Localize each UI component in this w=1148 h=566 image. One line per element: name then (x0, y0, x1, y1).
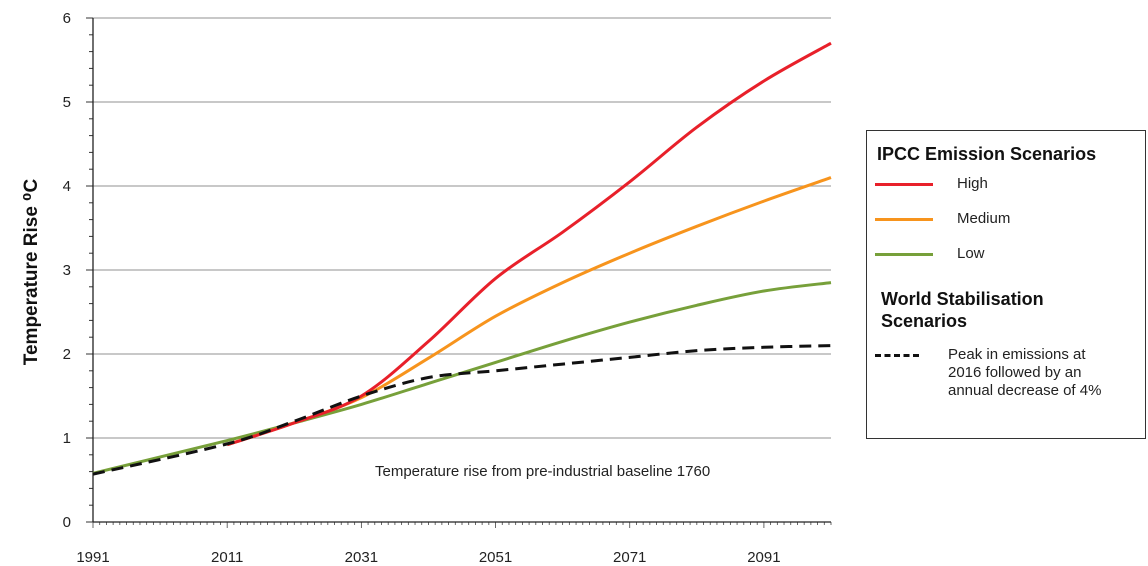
chart-annotation: Temperature rise from pre-industrial bas… (375, 463, 710, 480)
legend-group-title: World Stabilisation Scenarios (881, 289, 1044, 331)
gridlines (93, 17, 831, 439)
series-line-high (226, 41, 832, 447)
y-axis-label: Temperature Rise ⁰C (21, 179, 42, 366)
x-tick-label: 2011 (211, 549, 243, 566)
x-tick-label: 2031 (345, 549, 378, 566)
axes (86, 17, 832, 528)
x-tick-label: 2091 (747, 549, 780, 566)
chart-canvas: 0 1 2 3 4 5 6 1991 2011 2031 2051 2071 2091 Temperat… (21, 10, 832, 566)
legend-label: High (957, 175, 988, 192)
legend-item-low: Low (875, 244, 1135, 264)
y-tick-label: 0 (63, 514, 71, 531)
y-tick-label: 6 (63, 10, 71, 27)
legend: IPCC Emission Scenarios High Medium Low … (866, 130, 1146, 439)
legend-item-high: High (875, 174, 1135, 194)
legend-swatch (875, 354, 919, 357)
legend-label: Medium (957, 210, 1011, 227)
legend-swatch (875, 183, 933, 186)
tick-labels: 0 1 2 3 4 5 6 1991 2011 2031 2051 2071 2091 (63, 10, 781, 566)
legend-item-medium: Medium (875, 209, 1135, 229)
y-tick-label: 5 (63, 94, 71, 111)
legend-label: Low (957, 245, 985, 262)
legend-swatch (875, 253, 933, 256)
legend-group-title: IPCC Emission Scenarios (877, 144, 1097, 164)
series-lines (92, 41, 832, 476)
x-tick-label: 2051 (479, 549, 512, 566)
y-tick-label: 4 (63, 178, 71, 195)
x-tick-label: 2071 (613, 549, 646, 566)
y-tick-label: 2 (63, 346, 71, 363)
series-line-medium (226, 176, 832, 447)
legend-label: Peak in emissions at 2016 followed by an… (948, 346, 1102, 399)
series-line-peak (92, 344, 832, 476)
series-line-low (92, 281, 832, 475)
x-tick-label: 1991 (76, 549, 109, 566)
y-tick-label: 1 (63, 430, 71, 447)
y-tick-label: 3 (63, 262, 71, 279)
legend-item-stabilisation: Peak in emissions at 2016 followed by an… (875, 346, 1135, 406)
legend-swatch (875, 218, 933, 221)
